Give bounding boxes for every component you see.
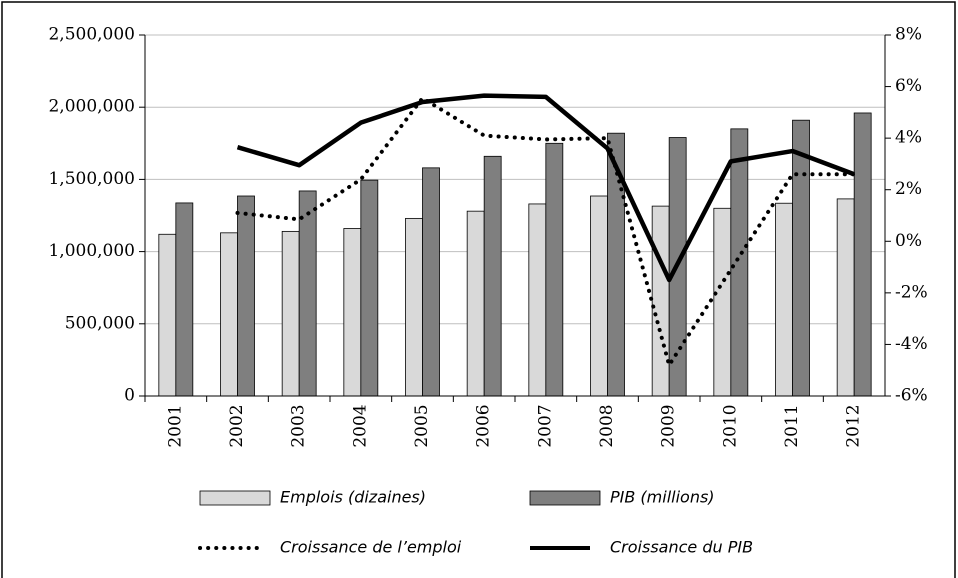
line-series — [236, 93, 855, 283]
bar — [792, 119, 810, 397]
y2-tick-label: -4% — [895, 334, 928, 354]
bar — [158, 233, 177, 397]
x-tick-label: 2007 — [535, 404, 555, 447]
y-tick-label: 1,000,000 — [48, 241, 135, 261]
legend-label: Croissance du PIB — [610, 538, 753, 557]
bar — [405, 217, 423, 397]
bar — [545, 142, 564, 397]
x-tick-label: 2001 — [165, 404, 185, 447]
x-tick-label: 2005 — [412, 404, 432, 447]
y-tick-label: 0 — [124, 386, 135, 406]
y2-tick-label: 2% — [895, 179, 922, 199]
y-tick-label: 1,500,000 — [48, 169, 135, 189]
bar — [422, 167, 440, 397]
legend-label: Emplois (dizaines) — [280, 488, 426, 507]
legend-swatch — [199, 490, 271, 506]
bar — [651, 205, 670, 397]
bar — [590, 195, 608, 397]
x-tick-label: 2006 — [474, 404, 494, 447]
bar — [528, 203, 547, 397]
bar — [836, 198, 855, 397]
y-tick-label: 2,000,000 — [48, 97, 135, 117]
x-tick-label: 2011 — [782, 404, 802, 447]
y2-tick-label: 6% — [895, 76, 922, 96]
bar — [483, 155, 502, 397]
bar — [730, 128, 749, 397]
x-tick-label: 2003 — [289, 404, 309, 447]
y2-tick-label: 4% — [895, 128, 922, 148]
bar — [775, 202, 793, 397]
x-tick-label: 2009 — [659, 404, 679, 447]
y-tick-label: 2,500,000 — [48, 25, 135, 45]
bar — [175, 202, 194, 397]
x-tick-label: 2012 — [844, 404, 864, 447]
x-tick-label: 2010 — [720, 404, 740, 447]
y-tick-label: 500,000 — [65, 313, 135, 333]
bar — [466, 210, 485, 397]
bar — [220, 232, 238, 397]
bar — [237, 195, 255, 397]
legend-label: Croissance de l’emploi — [280, 538, 462, 557]
bar — [360, 179, 379, 397]
y2-tick-label: -6% — [895, 386, 928, 406]
x-tick-label: 2008 — [597, 404, 617, 447]
bar — [853, 112, 872, 397]
line-series — [235, 96, 857, 368]
x-tick-label: 2004 — [350, 404, 370, 447]
legend-label: PIB (millions) — [610, 488, 715, 507]
bar — [713, 207, 732, 397]
bar — [298, 190, 317, 397]
y2-tick-label: 8% — [895, 25, 922, 45]
legend-swatch — [529, 490, 601, 506]
y2-tick-label: 0% — [895, 231, 922, 251]
bar — [281, 230, 300, 397]
y2-tick-label: -2% — [895, 282, 928, 302]
bar — [343, 228, 362, 397]
x-tick-label: 2002 — [227, 404, 247, 447]
